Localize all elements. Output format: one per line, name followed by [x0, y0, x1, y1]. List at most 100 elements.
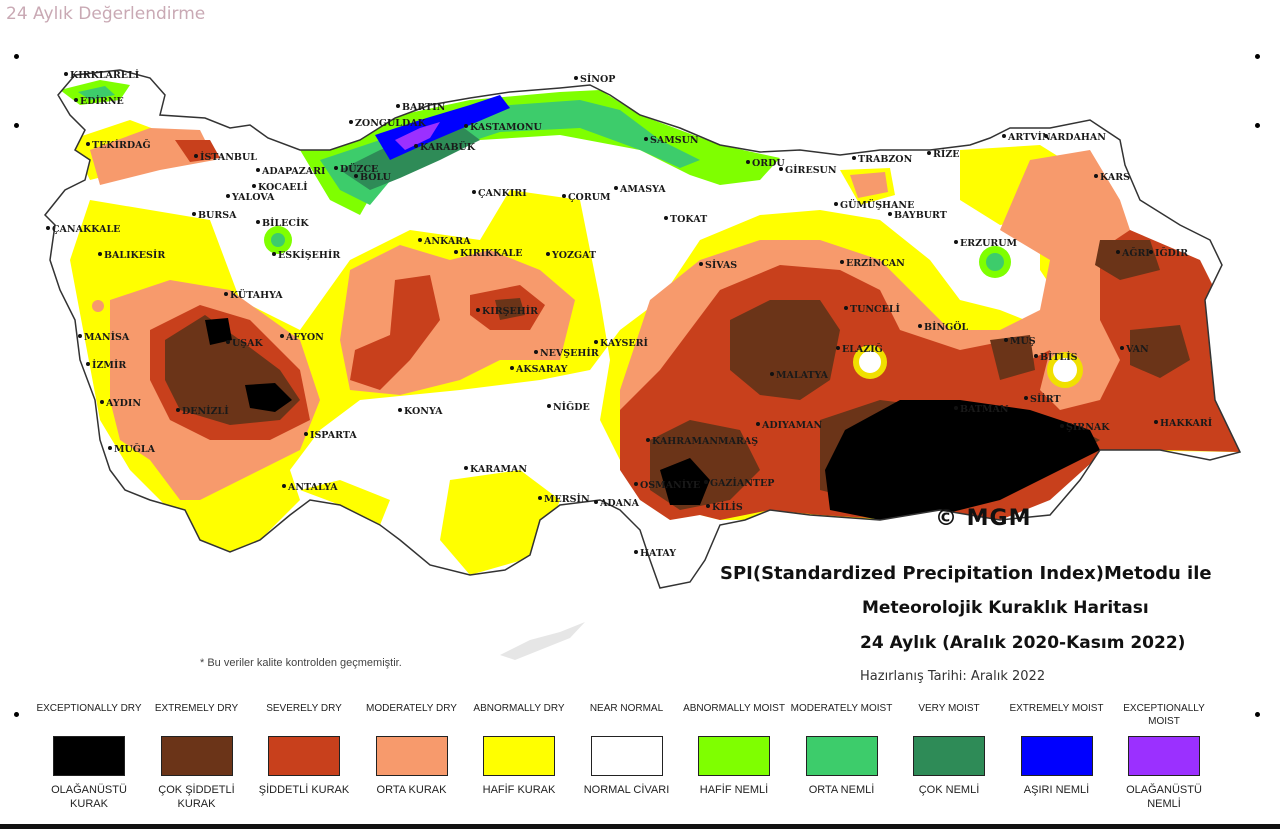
city-label: ERZURUM	[960, 238, 1018, 249]
city-label: BİTLİS	[1040, 350, 1078, 363]
legend-english-label: EXTREMELY DRY	[154, 703, 239, 714]
city-dot	[834, 202, 838, 206]
city-label: KONYA	[404, 406, 443, 417]
city-label: BAYBURT	[894, 210, 947, 221]
city-label: NİĞDE	[553, 400, 590, 413]
city-dot	[704, 480, 708, 484]
city-dot	[756, 422, 760, 426]
legend-item: EXCEPTIONALLY DRY OLAĞANÜSTÜ KURAK	[34, 702, 144, 811]
map-title-line-1: SPI(Standardized Precipitation Index)Met…	[720, 563, 1212, 584]
city-dot	[644, 137, 648, 141]
city-dot	[510, 366, 514, 370]
city-dot	[646, 438, 650, 442]
legend-turkish-label: AŞIRI NEMLİ	[1023, 784, 1090, 796]
city-dot	[86, 362, 90, 366]
city-label: AYDIN	[105, 398, 141, 409]
city-label: DÜZCE	[340, 162, 378, 175]
legend-turkish-label: ÇOK NEMLİ	[918, 784, 980, 796]
city-dot	[1004, 338, 1008, 342]
city-dot	[634, 550, 638, 554]
city-label: ERZİNCAN	[846, 256, 905, 269]
city-label: BİLECİK	[262, 216, 309, 229]
city-label: ELAZIĞ	[842, 343, 883, 355]
city-label: ADANA	[599, 498, 640, 509]
city-label: BURSA	[198, 210, 237, 221]
city-dot	[594, 500, 598, 504]
city-dot	[770, 372, 774, 376]
legend-english-label: MODERATELY DRY	[366, 703, 457, 714]
turkey-drought-map: KIRKLARELİ EDİRNE TEKİRDAĞ İSTANBUL ADAPAZAR…	[44, 68, 1241, 660]
city-label: İSTANBUL	[200, 150, 257, 163]
city-dot	[256, 168, 260, 172]
city-label: KARABÜK	[420, 140, 476, 153]
city-dot	[954, 240, 958, 244]
city-dot	[1116, 250, 1120, 254]
city-label: KOCAELİ	[258, 180, 308, 193]
legend-color-swatch	[268, 736, 340, 776]
copyright-label: © MGM	[935, 506, 1032, 531]
city-label: YALOVA	[231, 192, 275, 203]
city-dot	[414, 144, 418, 148]
city-label: ŞIRNAK	[1066, 422, 1110, 433]
city-label: ÇORUM	[568, 192, 611, 203]
city-dot	[280, 334, 284, 338]
map-title-line-2: Meteorolojik Kuraklık Haritası	[862, 598, 1149, 618]
city-dot	[954, 406, 958, 410]
city-dot	[64, 72, 68, 76]
city-dot	[852, 156, 856, 160]
legend-turkish-label: HAFİF NEMLİ	[699, 784, 769, 796]
legend-item: MODERATELY MOIST ORTA NEMLİ	[787, 702, 897, 797]
city-label: BOLU	[360, 172, 392, 183]
legend-english-label: SEVERELY DRY	[266, 703, 342, 714]
city-label: EDİRNE	[80, 94, 124, 107]
city-label: UŞAK	[232, 338, 264, 349]
legend-item: EXCEPTIONALLY MOIST OLAĞANÜSTÜ NEMLİ	[1109, 702, 1219, 811]
city-label: ÇANAKKALE	[52, 224, 120, 235]
city-dot	[1024, 396, 1028, 400]
city-label: ARDAHAN	[1049, 132, 1106, 143]
city-dot	[888, 212, 892, 216]
legend-turkish-label: OLAĞANÜSTÜ NEMLİ	[1126, 784, 1202, 810]
legend-item: EXTREMELY MOIST AŞIRI NEMLİ	[1002, 702, 1112, 797]
city-label: KIRŞEHİR	[482, 304, 538, 317]
city-label: BATMAN	[960, 404, 1009, 415]
city-label: GÜMÜŞHANE	[840, 198, 914, 211]
city-dot	[746, 160, 750, 164]
city-label: HAKKARİ	[1160, 416, 1213, 429]
city-dot	[844, 306, 848, 310]
city-label: MUŞ	[1010, 336, 1036, 347]
city-label: ADAPAZARI	[261, 166, 326, 177]
city-label: OSMANİYE	[640, 478, 700, 491]
city-label: TOKAT	[670, 214, 707, 225]
city-dot	[464, 124, 468, 128]
city-dot	[840, 260, 844, 264]
city-label: KİLİS	[712, 500, 743, 513]
legend-turkish-label: HAFİF KURAK	[482, 784, 556, 796]
legend-english-label: ABNORMALLY MOIST	[683, 703, 785, 714]
legend-item: EXTREMELY DRY ÇOK ŞİDDETLİ KURAK	[142, 702, 252, 811]
city-dot	[538, 496, 542, 500]
city-dot	[224, 292, 228, 296]
city-label: KÜTAHYA	[230, 288, 283, 301]
city-dot	[272, 252, 276, 256]
city-dot	[334, 166, 338, 170]
city-label: BİNGÖL	[924, 320, 969, 333]
city-dot	[547, 404, 551, 408]
city-dot	[562, 194, 566, 198]
city-dot	[1034, 354, 1038, 358]
city-dot	[78, 334, 82, 338]
legend-item: NEAR NORMAL NORMAL CİVARI	[572, 702, 682, 797]
city-label: KIRKLARELİ	[70, 68, 140, 81]
city-dot	[226, 340, 230, 344]
map-legend: EXCEPTIONALLY DRY OLAĞANÜSTÜ KURAK EXTREME…	[34, 702, 1244, 820]
frame-dot	[14, 54, 19, 59]
city-dot	[706, 504, 710, 508]
city-dot	[534, 350, 538, 354]
prepared-date: Hazırlanış Tarihi: Aralık 2022	[860, 669, 1046, 684]
city-dot	[1154, 420, 1158, 424]
city-label: ESKİŞEHİR	[278, 248, 340, 261]
city-label: IĞDIR	[1155, 247, 1188, 259]
city-label: ANKARA	[423, 236, 471, 247]
city-dot	[1120, 346, 1124, 350]
city-label: MERSİN	[544, 492, 590, 505]
